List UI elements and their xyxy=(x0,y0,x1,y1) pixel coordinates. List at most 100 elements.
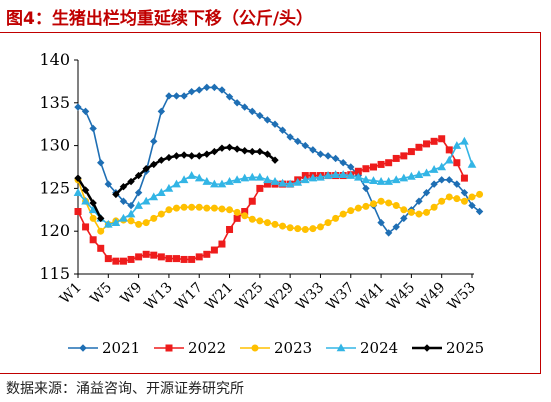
data-point-2021 xyxy=(286,133,294,141)
data-point-2021 xyxy=(400,214,408,223)
data-point-2024 xyxy=(452,141,462,149)
data-point-2021 xyxy=(468,201,476,210)
data-point-2023 xyxy=(89,214,97,222)
data-point-2023 xyxy=(301,225,309,233)
data-point-2023 xyxy=(233,208,241,216)
data-point-2024 xyxy=(217,179,227,188)
data-point-2024 xyxy=(156,188,166,196)
data-point-2023 xyxy=(309,225,317,233)
data-point-2022 xyxy=(157,253,165,261)
data-point-2025 xyxy=(81,186,90,194)
data-point-2023 xyxy=(430,203,438,211)
data-point-2022 xyxy=(165,255,173,263)
data-point-2024 xyxy=(247,172,257,181)
data-point-2022 xyxy=(119,257,127,265)
data-point-2021 xyxy=(377,218,385,227)
x-tick-label: W17 xyxy=(172,280,206,314)
data-point-2023 xyxy=(271,220,279,228)
legend-item-2023: 2023 xyxy=(240,339,312,357)
data-point-2023 xyxy=(226,206,234,214)
data-point-2022 xyxy=(233,214,241,222)
data-point-2024 xyxy=(278,178,287,187)
data-point-2024 xyxy=(361,175,371,184)
data-point-2025 xyxy=(180,151,188,159)
data-point-2021 xyxy=(172,92,181,100)
data-point-2024 xyxy=(353,172,363,181)
data-point-2025 xyxy=(127,177,135,186)
data-point-2025 xyxy=(195,152,203,160)
data-point-2025 xyxy=(210,147,219,156)
y-tick-label: 140 xyxy=(39,50,70,69)
data-point-2021 xyxy=(233,99,241,107)
data-point-2024 xyxy=(300,175,310,184)
data-point-2022 xyxy=(385,159,393,167)
data-point-2021 xyxy=(263,116,272,124)
data-point-2023 xyxy=(286,224,294,232)
data-point-2024 xyxy=(316,172,325,181)
data-point-2024 xyxy=(103,219,113,228)
data-point-2024 xyxy=(255,172,265,181)
data-point-2021 xyxy=(460,188,469,197)
data-point-2025 xyxy=(119,182,128,191)
x-tick-label: W21 xyxy=(202,280,236,314)
data-point-2024 xyxy=(187,171,197,179)
legend-label: 2025 xyxy=(446,339,484,357)
data-point-2025 xyxy=(134,171,143,180)
series-line-2025 xyxy=(114,146,276,196)
data-point-2024 xyxy=(391,175,401,184)
y-tick-label: 120 xyxy=(39,221,70,240)
data-point-2023 xyxy=(173,204,180,212)
data-point-2025 xyxy=(248,147,256,156)
data-point-2021 xyxy=(104,180,113,188)
data-point-2021 xyxy=(74,103,82,111)
data-point-2022 xyxy=(210,246,218,254)
data-point-2023 xyxy=(210,204,218,212)
legend-item-2022: 2022 xyxy=(154,339,226,357)
data-point-2022 xyxy=(195,253,203,261)
data-point-2022 xyxy=(74,208,82,216)
legend-label: 2024 xyxy=(360,339,398,357)
data-point-2021 xyxy=(453,180,461,188)
data-point-2022 xyxy=(445,146,453,154)
data-point-2024 xyxy=(210,179,219,188)
data-point-2023 xyxy=(415,210,423,218)
data-point-2023 xyxy=(324,219,332,227)
data-point-2021 xyxy=(248,107,256,116)
data-point-2024 xyxy=(369,176,378,184)
legend-marker xyxy=(336,343,346,352)
data-point-2025 xyxy=(172,152,181,160)
series-line-2025 xyxy=(76,177,102,219)
data-point-2024 xyxy=(149,192,159,201)
data-point-2024 xyxy=(134,200,143,209)
data-point-2022 xyxy=(173,255,180,263)
data-point-2022 xyxy=(97,244,105,252)
data-point-2024 xyxy=(141,196,151,205)
data-point-2021 xyxy=(218,86,226,94)
x-tick-label: W53 xyxy=(445,280,479,314)
data-point-2023 xyxy=(339,210,347,218)
data-point-2023 xyxy=(218,205,226,213)
data-point-2022 xyxy=(203,250,211,258)
data-point-2022 xyxy=(218,240,226,248)
data-point-2022 xyxy=(82,223,90,231)
data-point-2022 xyxy=(104,255,112,263)
data-point-2022 xyxy=(377,160,385,168)
series-2021 xyxy=(74,83,484,237)
x-tick-label: W5 xyxy=(87,280,115,308)
x-tick-label: W45 xyxy=(384,280,418,314)
data-point-2022 xyxy=(142,250,150,258)
data-point-2021 xyxy=(430,180,438,188)
data-point-2022 xyxy=(248,197,256,205)
title-divider xyxy=(0,32,540,33)
data-point-2021 xyxy=(278,126,287,134)
data-point-2023 xyxy=(400,206,408,214)
data-point-2024 xyxy=(437,162,447,171)
data-point-2023 xyxy=(453,195,461,203)
data-point-2022 xyxy=(180,255,188,263)
x-tick-label: W49 xyxy=(414,280,448,314)
page-title: 图4：生猪出栏均重延续下移（公斤/头） xyxy=(6,9,314,29)
data-point-2025 xyxy=(74,174,82,182)
data-point-2025 xyxy=(218,144,226,152)
data-point-2021 xyxy=(384,229,393,237)
